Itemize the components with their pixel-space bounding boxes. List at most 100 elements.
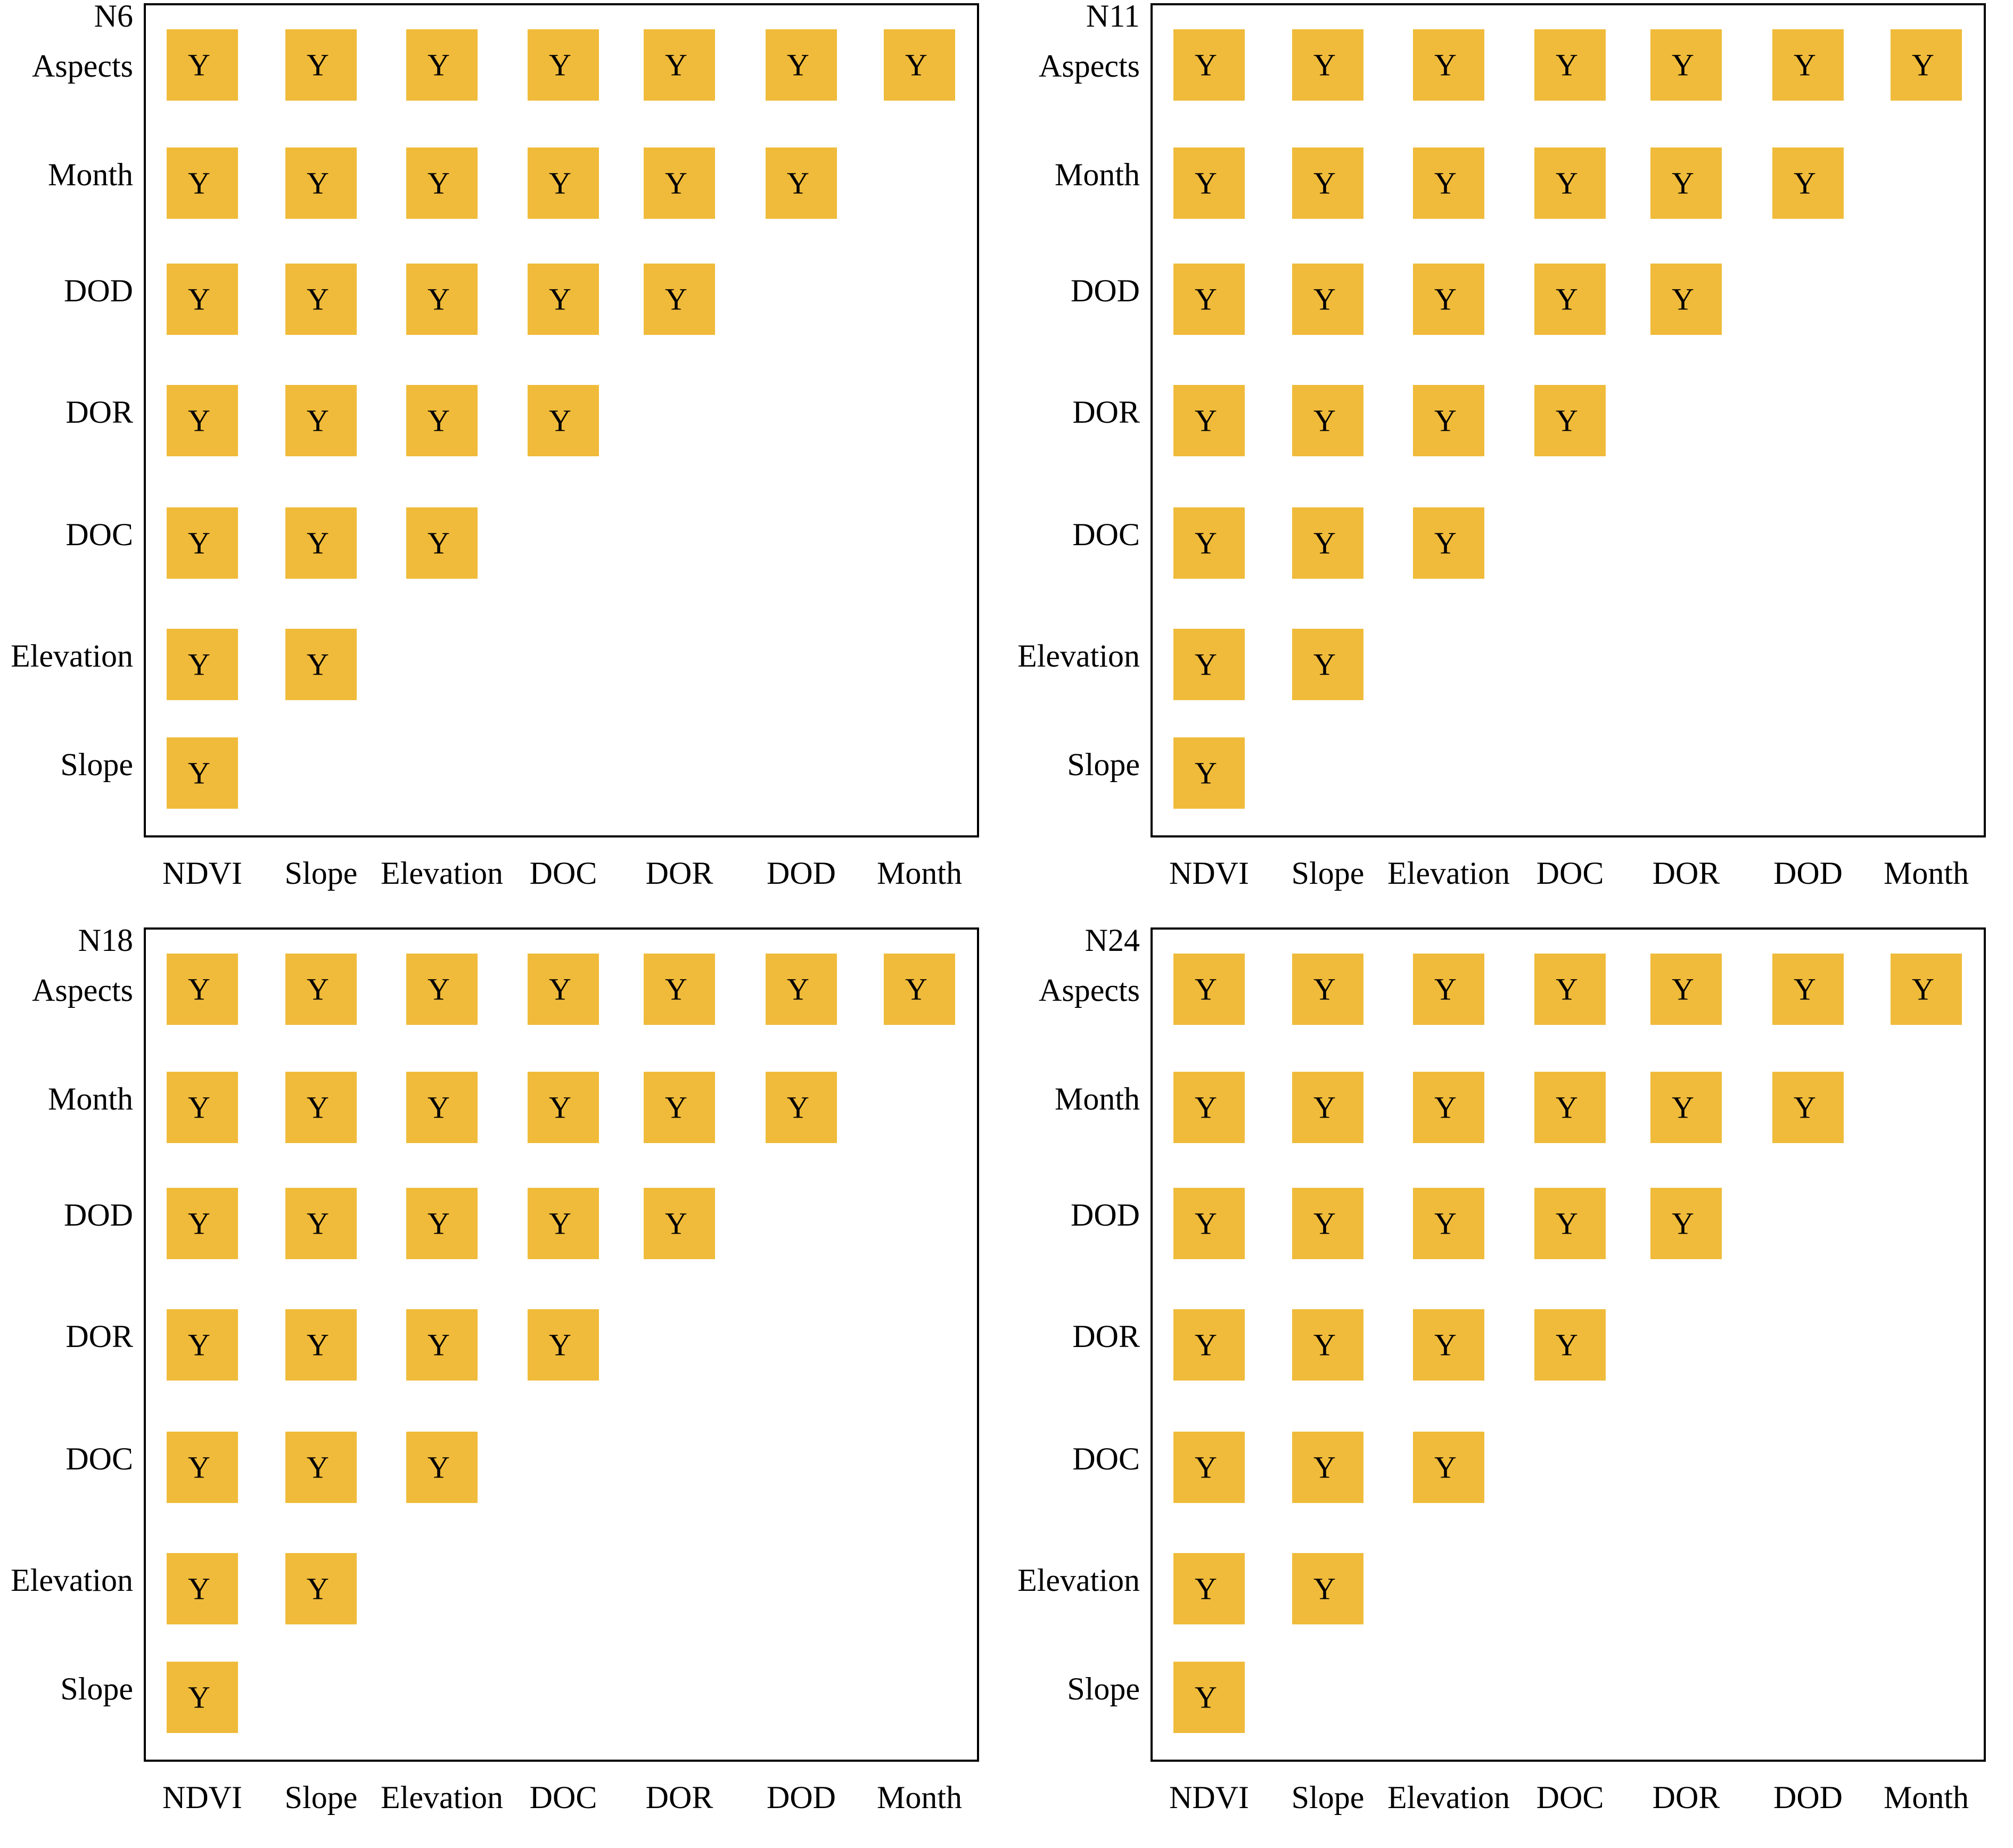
heatmap-cell [167,1072,238,1143]
heatmap-cell [406,954,478,1025]
y-tick-label: DOC [65,517,133,552]
x-tick-label: NDVI [162,856,242,891]
cell-label: Y [1313,1327,1336,1362]
y-tick-label: Slope [60,1671,133,1706]
x-tick-label: NDVI [1169,856,1249,891]
heatmap-cell [1413,954,1484,1025]
heatmap-cell [1292,1188,1363,1259]
x-tick-label: Slope [1292,856,1365,891]
y-tick-label: Aspects [1039,48,1140,84]
heatmap-cell [1292,507,1363,579]
cell-label: Y [1794,972,1816,1006]
cell-label: Y [428,282,450,316]
heatmap-cell [1772,29,1844,101]
cell-label: Y [1195,647,1217,681]
panel-title: N18 [78,923,133,958]
cell-label: Y [1195,1327,1217,1362]
heatmap-cell [1650,954,1722,1025]
x-tick-label: Month [1884,1780,1969,1815]
cell-label: Y [549,972,571,1006]
heatmap-cell [1413,385,1484,456]
cell-label: Y [307,47,329,82]
heatmap-cell [285,1553,357,1624]
cell-label: Y [188,647,210,681]
cell-label: Y [665,972,687,1006]
y-tick-label: DOD [64,273,133,308]
cell-label: Y [428,972,450,1006]
cell-label: Y [1434,1206,1457,1241]
y-tick-label: DOD [64,1197,133,1233]
y-tick-label: Elevation [11,1563,133,1598]
cell-label: Y [1672,972,1694,1006]
cell-label: Y [787,166,809,200]
cell-label: Y [1195,1450,1217,1484]
heatmap-cell [766,1072,837,1143]
cell-label: Y [428,166,450,200]
heatmap-cell [167,1553,238,1624]
heatmap-cell [1292,1309,1363,1381]
cell-label: Y [1794,1090,1816,1124]
cell-label: Y [1195,1680,1217,1714]
heatmap-cell [1772,147,1844,219]
cell-label: Y [1313,282,1336,316]
cell-label: Y [428,1327,450,1362]
heatmap-cell [1173,385,1245,456]
heatmap-cell [1173,1553,1245,1624]
cell-label: Y [1313,47,1336,82]
y-tick-label: Slope [1067,747,1140,782]
heatmap-cell [1173,1662,1245,1733]
y-tick-label: DOC [1072,517,1140,552]
heatmap-cell [285,1309,357,1381]
cell-label: Y [905,972,927,1006]
plot-frame [1151,927,1986,1762]
x-tick-label: Month [1884,856,1969,891]
x-tick-label: DOC [530,856,597,891]
heatmap-cell [644,1188,715,1259]
heatmap-cell [528,264,599,335]
cell-label: Y [428,403,450,438]
y-tick-label: DOR [1072,395,1140,430]
cell-label: Y [428,1450,450,1484]
cell-label: Y [1556,282,1578,316]
heatmap-cell [1173,954,1245,1025]
cell-label: Y [1313,403,1336,438]
cell-label: Y [549,1206,571,1241]
heatmap-cell [285,1188,357,1259]
cell-label: Y [905,47,927,82]
heatmap-cell [406,507,478,579]
heatmap-cell [1292,385,1363,456]
heatmap-cell [285,954,357,1025]
cell-label: Y [188,1327,210,1362]
heatmap-cell [1891,29,1962,101]
cell-label: Y [307,647,329,681]
cell-label: Y [1195,1571,1217,1606]
cell-label: Y [307,1327,329,1362]
cell-label: Y [1556,47,1578,82]
cell-label: Y [1672,47,1694,82]
y-tick-label: Month [1055,1081,1140,1116]
heatmap-cell [406,1309,478,1381]
heatmap-cell [1173,1309,1245,1381]
panel-title: N6 [94,0,133,34]
heatmap-cell [766,954,837,1025]
cell-label: Y [1556,1206,1578,1241]
heatmap-cell [1413,507,1484,579]
cell-label: Y [1313,647,1336,681]
cell-label: Y [428,47,450,82]
cell-label: Y [188,282,210,316]
cell-label: Y [188,1450,210,1484]
heatmap-cell [1292,954,1363,1025]
heatmap-cell [1891,954,1962,1025]
cell-label: Y [549,1327,571,1362]
heatmap-cell [1413,1072,1484,1143]
heatmap-cell [1534,1072,1606,1143]
cell-label: Y [1313,1206,1336,1241]
panel-n11: N11 Aspects Month DOD DOR DOC Elevation Slope ND… [1007,0,2013,924]
heatmap-cell [1173,737,1245,809]
heatmap-cell [1772,954,1844,1025]
heatmap-cell [1292,264,1363,335]
cell-label: Y [549,403,571,438]
cell-label: Y [549,1090,571,1124]
cell-label: Y [1313,166,1336,200]
cell-label: Y [1313,972,1336,1006]
